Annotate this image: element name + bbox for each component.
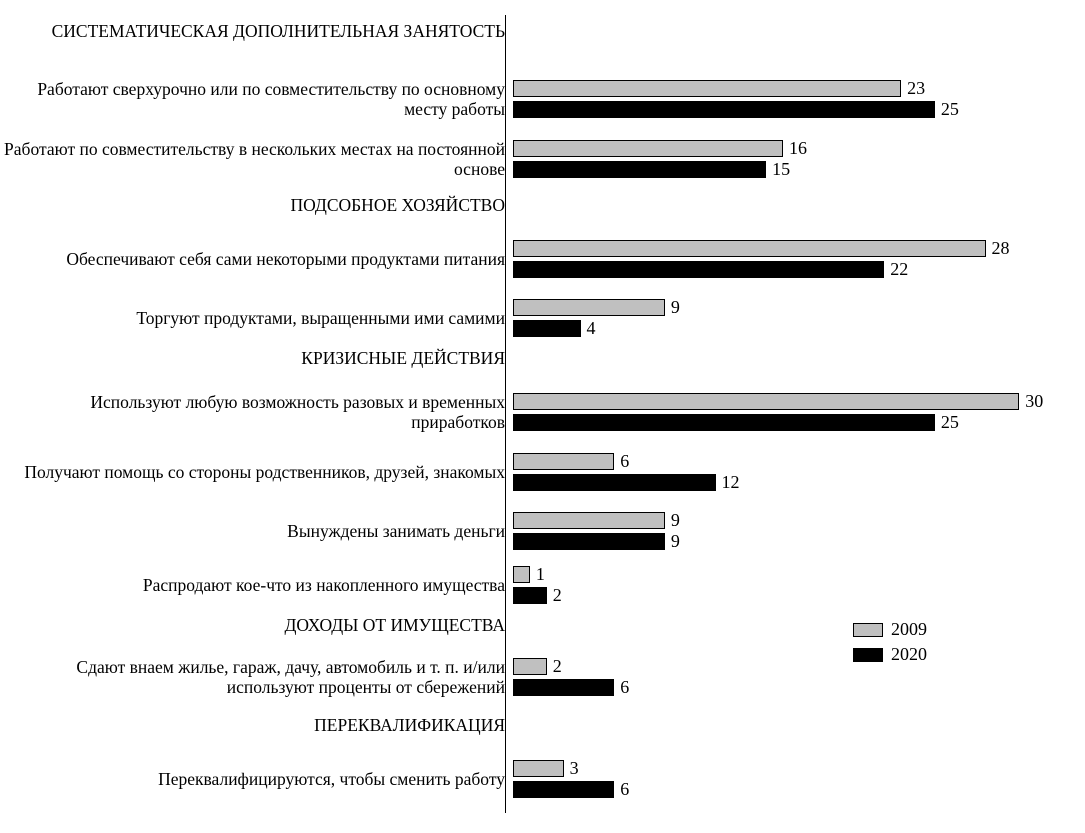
row-label: Переквалифицируются, чтобы сменить работ… [0,769,513,789]
value-label-2009: 2 [553,657,562,675]
row-label: Получают помощь со стороны родственников… [0,462,513,482]
legend-swatch [853,648,883,662]
legend-item: 2020 [853,644,927,665]
bar-2020 [513,781,614,798]
value-label-2009: 9 [671,298,680,316]
bar-2020 [513,587,547,604]
value-label-2009: 1 [536,565,545,583]
bar-2020 [513,679,614,696]
value-label-2009: 6 [620,452,629,470]
bar-2009 [513,658,547,675]
section-header: ПОДСОБНОЕ ХОЗЯЙСТВО [0,195,513,215]
value-label-2009: 30 [1025,392,1043,410]
section-header: ДОХОДЫ ОТ ИМУЩЕСТВА [0,615,513,635]
row-label: Работают сверхурочно или по совместитель… [0,79,513,119]
row-label: Обеспечивают себя сами некоторыми продук… [0,249,513,269]
bar-2009 [513,453,614,470]
row-label: Используют любую возможность разовых и в… [0,392,513,432]
legend-label: 2020 [891,644,927,665]
bar-2020 [513,261,884,278]
bar-2020 [513,414,935,431]
value-label-2009: 9 [671,511,680,529]
bar-2020 [513,320,581,337]
value-label-2020: 15 [772,160,790,178]
bars-area: 99 [513,509,1045,553]
chart-container: СИСТЕМАТИЧЕСКАЯ ДОПОЛНИТЕЛЬНАЯ ЗАНЯТОСТЬ… [0,0,1085,833]
row-label: Распродают кое-что из накопленного имуще… [0,575,513,595]
row-label: Вынуждены занимать деньги [0,521,513,541]
data-row: Переквалифицируются, чтобы сменить работ… [0,757,1045,801]
value-label-2020: 22 [890,260,908,278]
value-label-2009: 28 [992,239,1010,257]
bars-area: 6 12 [513,450,1045,494]
bar-2009 [513,393,1019,410]
bars-area: 1615 [513,137,1045,181]
value-label-2009: 16 [789,139,807,157]
bar-2020 [513,101,935,118]
row-label: Сдают внаем жилье, гараж, дачу, автомоби… [0,657,513,697]
legend-item: 2009 [853,619,927,640]
value-label-2020: 2 [553,586,562,604]
bars-area: 23 25 [513,77,1045,121]
data-row: Получают помощь со стороны родственников… [0,450,1045,494]
value-label-2020: 25 [941,100,959,118]
bar-2020 [513,533,665,550]
data-row: Используют любую возможность разовых и в… [0,390,1045,434]
value-label-2020: 4 [587,319,596,337]
data-row: Торгуют продуктами, выращенными ими сами… [0,296,1045,340]
bars-area: 28 22 [513,237,1045,281]
plot-area: СИСТЕМАТИЧЕСКАЯ ДОПОЛНИТЕЛЬНАЯ ЗАНЯТОСТЬ… [0,15,1045,813]
section-header: КРИЗИСНЫЕ ДЕЙСТВИЯ [0,348,513,368]
value-label-2020: 12 [722,473,740,491]
legend-swatch [853,623,883,637]
bar-2009 [513,512,665,529]
legend-label: 2009 [891,619,927,640]
bar-2009 [513,760,564,777]
bars-area: 26 [513,655,1045,699]
data-row: Работают по совместительству в нескольки… [0,137,1045,181]
bar-2009 [513,566,530,583]
data-row: Распродают кое-что из накопленного имуще… [0,563,1045,607]
row-label: Работают по совместительству в нескольки… [0,139,513,179]
value-label-2020: 6 [620,678,629,696]
data-row: Работают сверхурочно или по совместитель… [0,77,1045,121]
row-label: Торгуют продуктами, выращенными ими сами… [0,308,513,328]
value-label-2009: 23 [907,79,925,97]
value-label-2009: 3 [570,759,579,777]
value-label-2020: 9 [671,532,680,550]
data-row: Вынуждены занимать деньги99 [0,509,1045,553]
bars-area: 12 [513,563,1045,607]
bar-2009 [513,299,665,316]
value-label-2020: 25 [941,413,959,431]
bar-2009 [513,240,986,257]
legend: 2009 2020 [853,619,927,665]
bars-area: 36 [513,757,1045,801]
section-header: ПЕРЕКВАЛИФИКАЦИЯ [0,715,513,735]
section-header: СИСТЕМАТИЧЕСКАЯ ДОПОЛНИТЕЛЬНАЯ ЗАНЯТОСТЬ [0,21,513,41]
data-row: Обеспечивают себя сами некоторыми продук… [0,237,1045,281]
value-label-2020: 6 [620,780,629,798]
bars-area: 30 25 [513,390,1045,434]
bar-2009 [513,140,783,157]
bar-2020 [513,161,766,178]
bar-2009 [513,80,901,97]
bar-2020 [513,474,716,491]
bars-area: 94 [513,296,1045,340]
